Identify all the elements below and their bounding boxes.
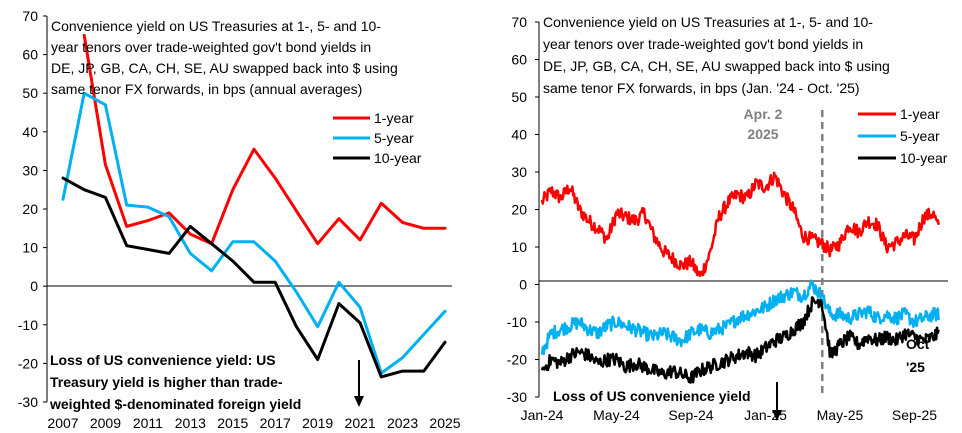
left-y-ticks: -30 -20 -10 0 10 20 30 40 50 60 70 (18, 8, 47, 410)
left-annotation-line-2: Treasury yield is higher than trade- (50, 374, 283, 390)
left-title-line-2: year tenors over trade-weighted gov't bo… (51, 39, 371, 55)
left-y-tick-label-30: 30 (22, 162, 38, 178)
left-title-line-3: DE, JP, GB, CA, CH, SE, AU swapped back … (51, 60, 398, 76)
left-x-tick-label-2025: 2025 (429, 415, 460, 431)
right-y-tick-label--20: -20 (507, 352, 527, 368)
right-legend-10year-label: 10-year (900, 150, 948, 166)
right-title-line-2: year tenors over trade-weighted gov't bo… (543, 36, 863, 52)
right-series-line-5-year (540, 279, 940, 356)
right-title: Convenience yield on US Treasuries at 1-… (543, 14, 890, 96)
left-y-tick-label--20: -20 (18, 355, 38, 371)
left-x-tick-label-2023: 2023 (387, 415, 418, 431)
right-annotation: Loss of US convenience yield (553, 382, 782, 421)
right-series (540, 171, 940, 384)
right-y-tick-label-0: 0 (519, 277, 527, 293)
right-series-line-1-year (540, 171, 940, 278)
right-y-ticks: -30 -20 -10 0 10 20 30 40 50 60 70 (507, 14, 539, 405)
right-y-tick-label--10: -10 (507, 314, 527, 330)
left-chart: -30 -20 -10 0 10 20 30 40 50 60 70 2007 2009 2011 201… (18, 8, 461, 431)
left-y-tick-label-0: 0 (30, 278, 38, 294)
right-y-tick-label-70: 70 (511, 14, 527, 30)
right-title-line-1: Convenience yield on US Treasuries at 1-… (543, 14, 873, 30)
left-annotation: Loss of US convenience yield: US Treasur… (49, 352, 364, 412)
left-y-tick-label--10: -10 (18, 317, 38, 333)
left-y-tick-label-10: 10 (22, 240, 38, 256)
left-x-tick-label-2011: 2011 (133, 415, 163, 431)
event-label-line-2: 2025 (747, 126, 778, 142)
left-x-tick-label-2007: 2007 (47, 415, 78, 431)
right-x-tick-label-may-24: May-24 (593, 407, 640, 423)
right-x-tick-label-jan-25: Jan-25 (744, 407, 787, 423)
end-label-line-1: Oct (906, 336, 930, 352)
right-event-label: Apr. 2 2025 (744, 106, 783, 142)
left-title: Convenience yield on US Treasuries at 1-… (51, 18, 398, 97)
left-x-tick-label-2009: 2009 (90, 415, 121, 431)
right-y-tick-label-30: 30 (511, 164, 527, 180)
left-y-tick-label-50: 50 (22, 85, 38, 101)
left-x-tick-label-2021: 2021 (345, 415, 376, 431)
right-x-ticks: Jan-24 May-24 Sep-24 Jan-25 May-25 Sep-25 (521, 407, 938, 423)
left-legend: 1-year 5-year 10-year (333, 110, 422, 166)
right-y-tick-label-10: 10 (511, 239, 527, 255)
left-y-tick-label-70: 70 (22, 8, 38, 24)
right-annotation-text: Loss of US convenience yield (553, 388, 751, 404)
left-annotation-line-3: weighted $-denominated foreign yield (49, 396, 301, 412)
right-y-tick-label--30: -30 (507, 389, 527, 405)
left-series-line-10-year (61, 176, 447, 379)
left-series (61, 33, 447, 379)
left-y-tick-label--30: -30 (18, 394, 38, 410)
right-x-tick-label-jan-24: Jan-24 (521, 407, 564, 423)
left-annotation-arrow-head (354, 396, 364, 407)
left-x-ticks: 2007 2009 2011 2013 2015 2017 2019 2021 2023 2025 (47, 415, 460, 431)
left-x-tick-label-2017: 2017 (260, 415, 291, 431)
left-y-tick-label-40: 40 (22, 124, 38, 140)
right-legend: 1-year 5-year 10-year (858, 106, 948, 166)
left-title-line-4: same tenor FX forwards, in bps (annual a… (51, 81, 362, 97)
left-annotation-line-1: Loss of US convenience yield: US (50, 352, 276, 368)
right-legend-1year-label: 1-year (900, 106, 940, 122)
right-x-tick-label-may-25: May-25 (817, 407, 864, 423)
right-y-tick-label-20: 20 (511, 202, 527, 218)
right-chart: -30 -20 -10 0 10 20 30 40 50 60 70 Jan-24 May-24 Sep… (507, 14, 948, 423)
left-x-tick-label-2015: 2015 (217, 415, 248, 431)
right-y-tick-label-60: 60 (511, 52, 527, 68)
right-y-tick-label-50: 50 (511, 89, 527, 105)
right-legend-5year-label: 5-year (900, 128, 940, 144)
left-x-tick-label-2013: 2013 (175, 415, 206, 431)
left-y-tick-label-20: 20 (22, 201, 38, 217)
left-x-tick-label-2019: 2019 (302, 415, 333, 431)
right-y-tick-label-40: 40 (511, 127, 527, 143)
right-annotation-arrow-head (772, 410, 782, 421)
right-title-line-4: same tenor FX forwards, in bps (Jan. '24… (543, 80, 860, 96)
right-end-label: Oct '25 (906, 336, 930, 375)
right-title-line-3: DE, JP, GB, CA, CH, SE, AU swapped back … (543, 58, 890, 74)
left-y-tick-label-60: 60 (22, 47, 38, 63)
event-label-line-1: Apr. 2 (744, 106, 783, 122)
right-x-tick-label-sep-24: Sep-24 (668, 407, 713, 423)
left-legend-10year-label: 10-year (374, 150, 422, 166)
right-x-tick-label-sep-25: Sep-25 (892, 407, 937, 423)
end-label-line-2: '25 (906, 359, 925, 375)
right-series-line-10-year (540, 296, 940, 384)
left-legend-5year-label: 5-year (374, 130, 414, 146)
left-series-line-1-year (82, 33, 447, 246)
left-legend-1year-label: 1-year (374, 110, 414, 126)
left-title-line-1: Convenience yield on US Treasuries at 1-… (51, 18, 381, 34)
